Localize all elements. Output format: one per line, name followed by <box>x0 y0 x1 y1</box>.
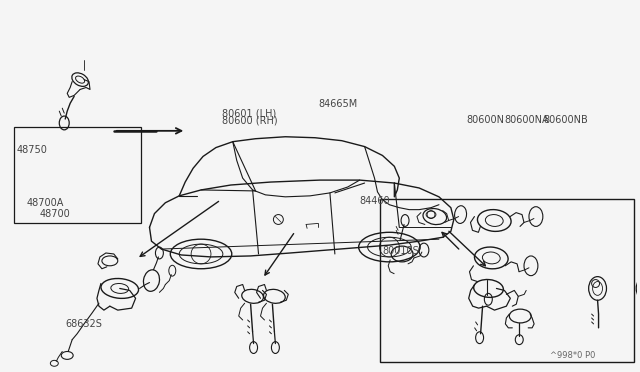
Text: 80600NB: 80600NB <box>543 115 588 125</box>
Text: 48750: 48750 <box>17 145 47 155</box>
Text: 84460: 84460 <box>359 196 390 206</box>
Text: 80600 (RH): 80600 (RH) <box>221 116 277 126</box>
Bar <box>14 127 141 223</box>
Text: 80600N: 80600N <box>466 115 504 125</box>
Text: 80010S: 80010S <box>382 247 419 256</box>
Text: 80601 (LH): 80601 (LH) <box>221 108 276 118</box>
Text: ^998*0 P0: ^998*0 P0 <box>550 351 595 360</box>
Text: 68632S: 68632S <box>65 319 102 328</box>
Text: 48700: 48700 <box>40 209 70 219</box>
Bar <box>380 199 634 362</box>
Text: 80600NA: 80600NA <box>504 115 548 125</box>
Text: 48700A: 48700A <box>27 198 64 208</box>
Text: 84665M: 84665M <box>318 99 357 109</box>
